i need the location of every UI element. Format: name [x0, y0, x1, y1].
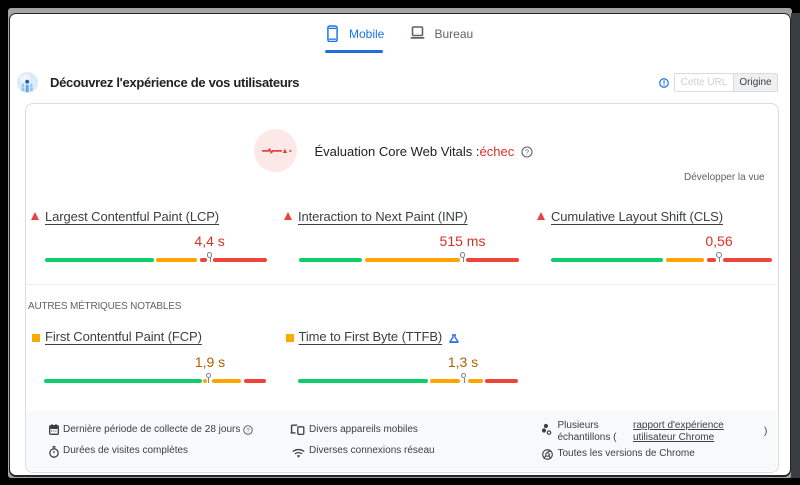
- svg-text:?: ?: [524, 147, 528, 156]
- svg-text:?: ?: [246, 427, 250, 434]
